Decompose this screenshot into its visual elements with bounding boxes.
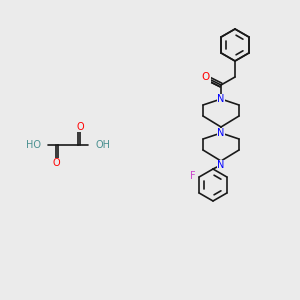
Text: F: F [190, 171, 196, 181]
Text: O: O [202, 72, 210, 82]
Text: O: O [76, 122, 84, 132]
Text: O: O [52, 158, 60, 168]
Text: OH: OH [95, 140, 110, 150]
Text: N: N [217, 94, 225, 104]
Text: HO: HO [26, 140, 41, 150]
Text: N: N [217, 128, 225, 138]
Text: N: N [217, 160, 225, 170]
Text: H: H [96, 140, 103, 150]
